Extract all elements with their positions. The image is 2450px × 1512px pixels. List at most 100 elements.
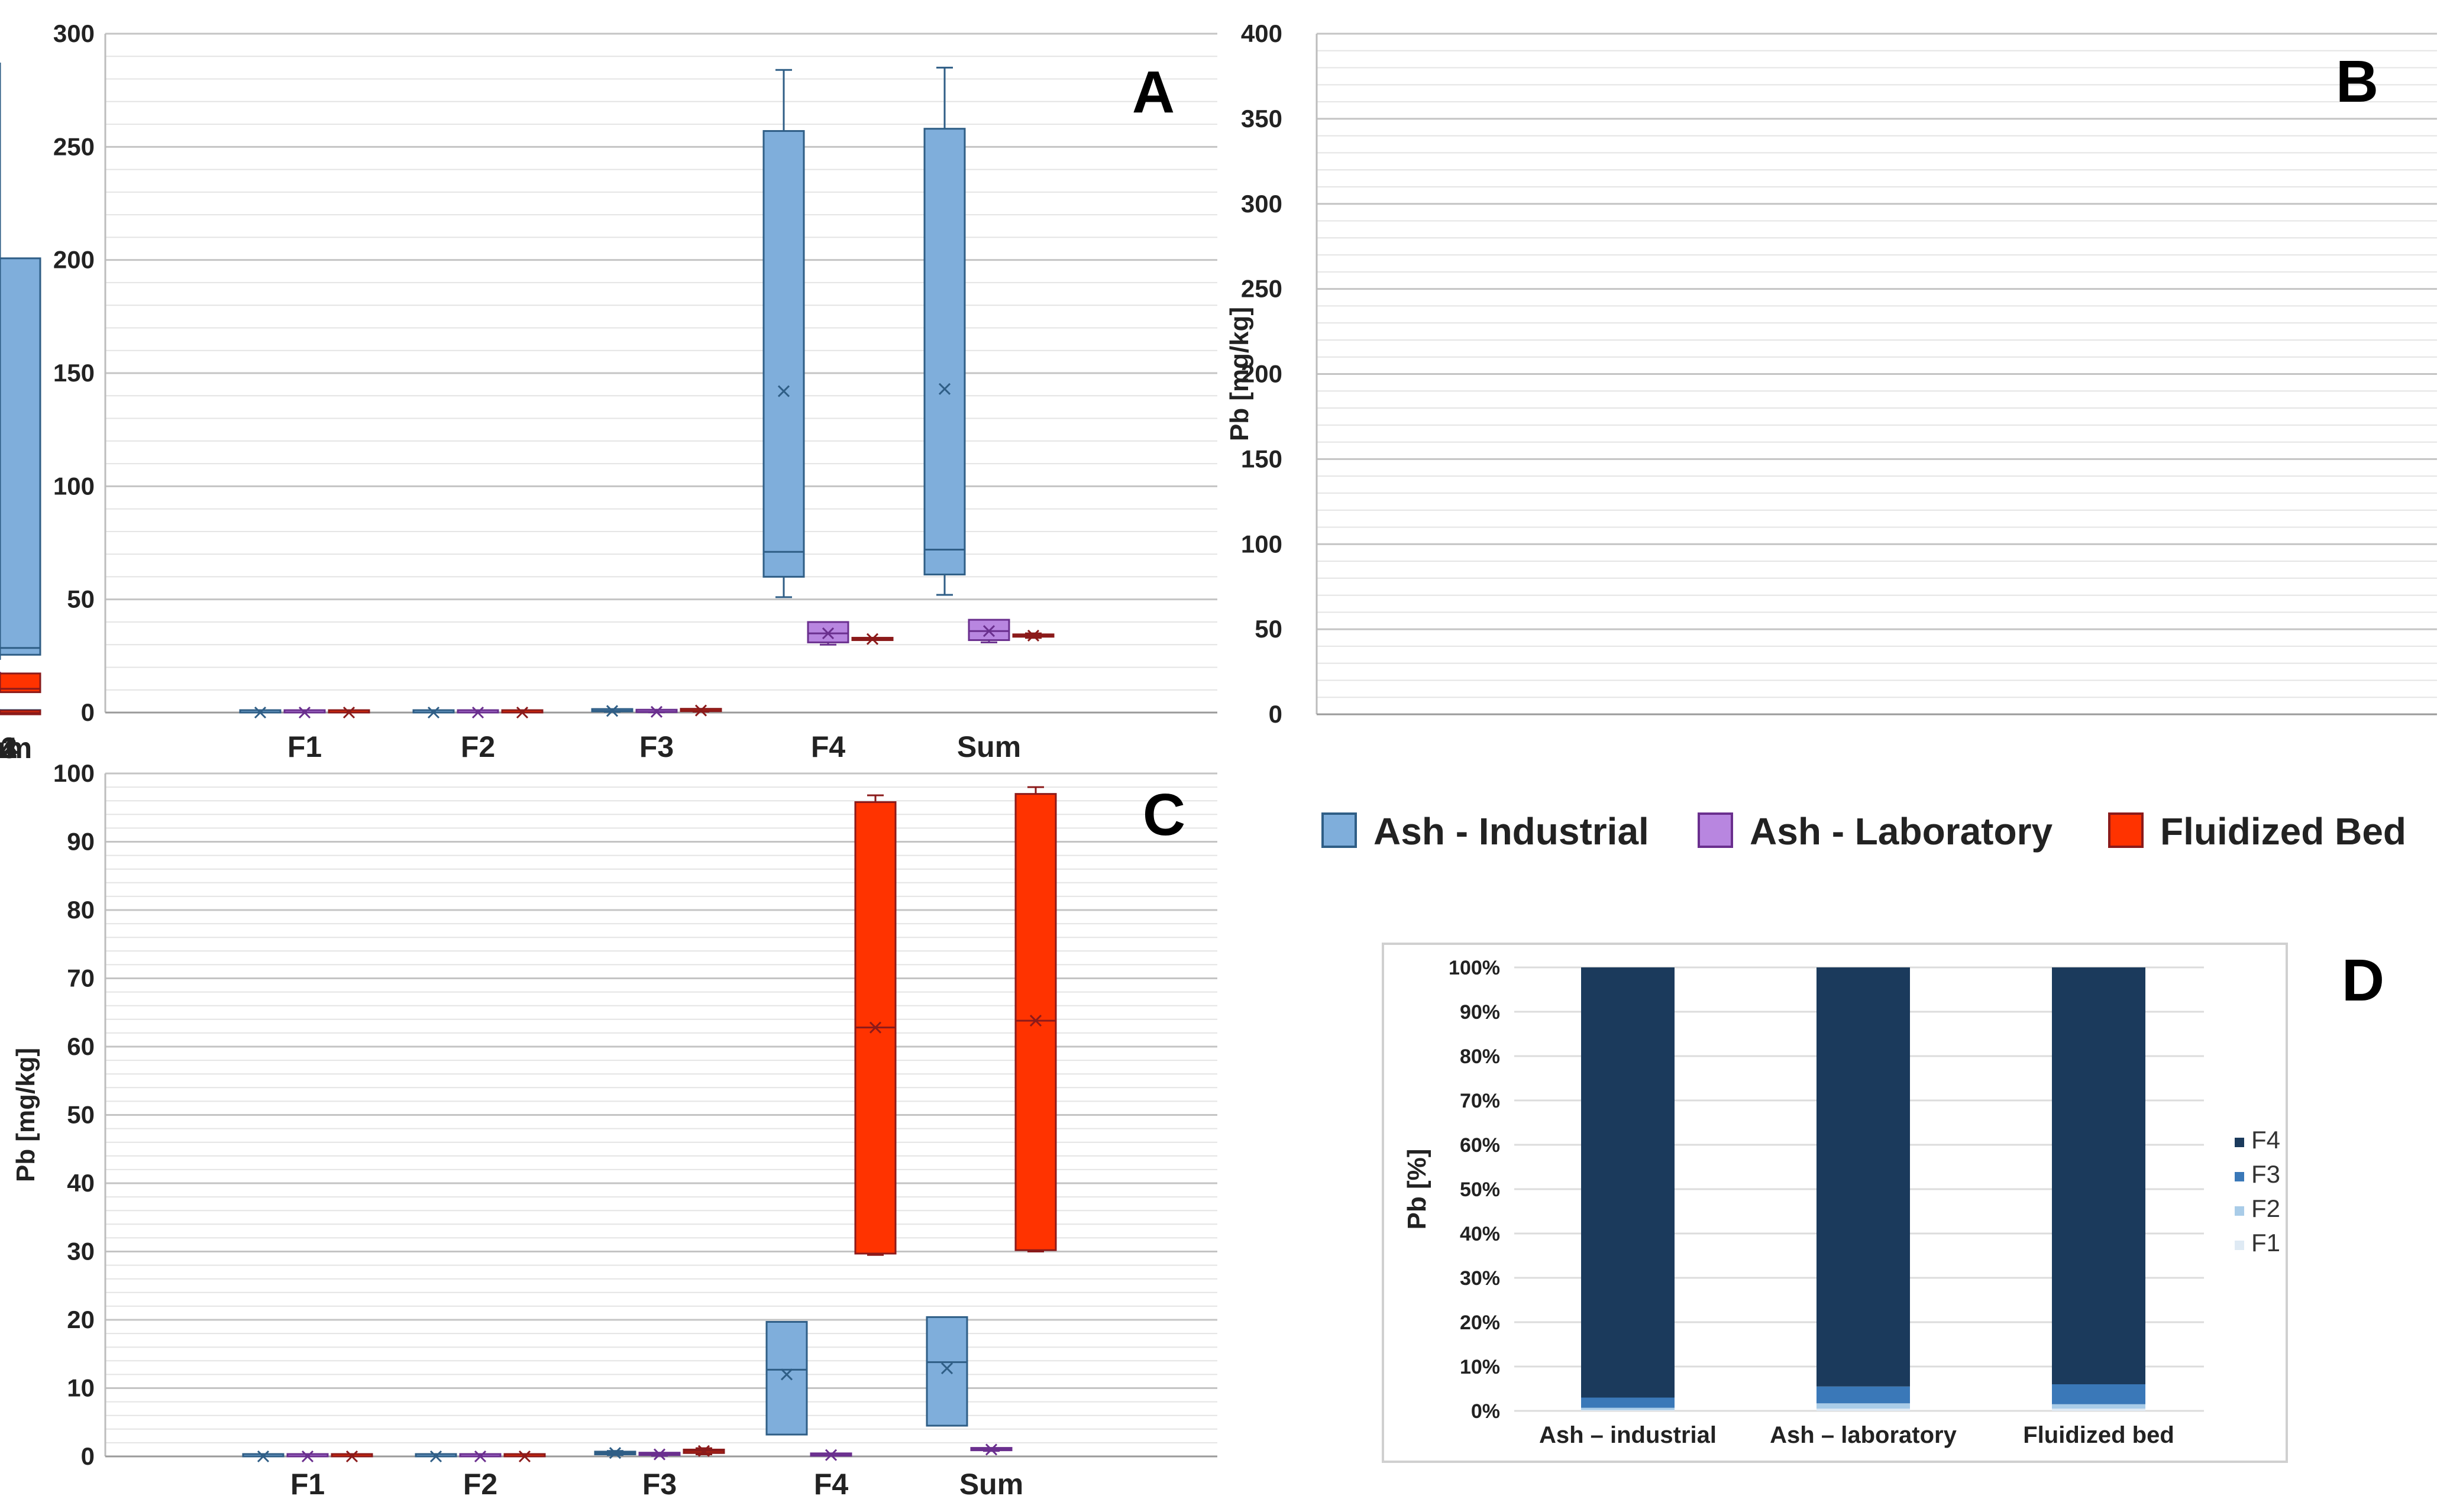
y-tick-label: 200 [1241,360,1282,388]
bar-segment-f3 [1581,1397,1675,1408]
y-axis-label: Pb [mg/kg] [1225,307,1254,441]
mean-marker [427,706,440,719]
y-tick-label: 40% [1460,1223,1500,1245]
y-tick-label: 300 [53,20,95,47]
mean-marker [1029,1015,1042,1027]
mean-marker [254,706,267,719]
legend-swatch-industrial [1321,812,1357,848]
mean-marker [780,1368,793,1381]
mean-marker [940,1362,954,1375]
legend-swatch-f2 [2235,1206,2244,1216]
x-category-label: F4 [814,1468,849,1501]
box-industrial-f3 [594,1447,636,1459]
box-industrial-sum [926,1316,968,1427]
y-tick-label: 0 [1269,700,1282,728]
y-tick-label: 100 [53,472,95,500]
legend-swatch-laboratory [1698,812,1733,848]
x-category-label: F4 [811,730,846,763]
y-tick-label: 20% [1460,1312,1500,1334]
y-tick-label: 350 [1241,105,1282,132]
mean-marker [609,1447,622,1459]
y-tick-label: 250 [53,132,95,160]
legend-swatch-f1 [2235,1241,2244,1250]
y-tick-label: 0% [1471,1400,1500,1423]
y-tick-label: 80% [1460,1045,1500,1068]
y-tick-label: 80 [67,896,95,924]
bar-segment-f4 [1581,967,1675,1398]
box-fluidized-f1 [328,706,370,719]
y-tick-label: 10 [67,1374,95,1402]
x-category-label: Sum [957,730,1021,763]
panel-d-stacked-bar: 0% 10% 20% 30% 40% 50% 60% 70% 80% 90% 100% Pb [%] D… [1382,943,2384,1463]
y-axis-label: Pb [%] [1402,1149,1431,1230]
x-category-label: F2 [0,731,17,765]
mean-marker [474,1450,487,1463]
x-category-label: F2 [463,1468,497,1501]
legend-swatch-fluidized [2108,812,2144,848]
mean-marker [982,625,995,637]
mean-marker [697,1445,710,1457]
mean-marker [342,706,355,719]
mean-marker [653,1448,666,1461]
y-tick-label: 90 [67,828,95,856]
y-tick-label: 50 [1255,615,1282,643]
mean-marker [471,706,484,719]
legend: Ash - Industrial Ash - Laboratory Fluidi… [1321,810,2406,853]
y-axis-label: Pb [mg/kg] [11,1048,40,1182]
mean-marker [298,706,311,719]
box-industrial-f2 [415,1450,457,1463]
y-tick-label: 30% [1460,1267,1500,1290]
box-industrial-f1 [239,706,282,719]
x-category-label: F1 [290,1468,325,1501]
bar-segment-f3 [1817,1386,1910,1404]
bar-segment-f1 [2052,1409,2145,1411]
box-industrial-f2 [412,706,455,719]
box-fluidized-f4 [854,794,897,1256]
panel-letter: C [1143,782,1185,848]
box-laboratory-f4 [807,621,849,646]
box-laboratory-f4 [810,1449,852,1461]
x-category-label: F1 [0,731,17,765]
y-tick-label: 10% [1460,1356,1500,1378]
x-category-label: F3 [642,1468,677,1501]
legend-label: F3 [2251,1160,2280,1188]
x-category-label: F3 [639,730,674,763]
box-laboratory-f3 [638,1448,681,1461]
box-iqr [926,1316,968,1427]
box-fluidized-f4 [851,633,894,645]
x-category-label: Ash – industrial [1539,1422,1717,1448]
box-laboratory-f2 [457,706,499,719]
panel-letter: D [2342,947,2384,1014]
mean-marker [866,633,879,645]
box-fluidized-f3 [0,711,41,714]
y-tick-label: 0 [81,1442,95,1470]
box-laboratory-f2 [459,1450,502,1463]
box-laboratory-f1 [283,706,326,719]
x-category-label: F4 [0,731,17,765]
y-tick-label: 40 [67,1169,95,1197]
y-tick-label: 100 [1241,530,1282,558]
box-iqr [765,1320,808,1436]
mean-marker [518,1450,531,1463]
mean-marker [1027,629,1040,642]
box-fluidized-f3 [683,1445,725,1457]
box-fluidized-sum [1012,629,1055,642]
bar-segment-f4 [1817,967,1910,1387]
x-category-label: F1 [287,730,322,763]
box-iqr [762,130,805,578]
panel-letter: B [2336,48,2378,115]
y-tick-label: 0 [81,698,95,726]
legend-label: F1 [2251,1229,2280,1257]
bar-segment-f1 [1817,1409,1910,1411]
box-industrial-f3 [591,705,633,717]
y-tick-label: 70 [67,964,95,992]
mean-marker [257,1450,270,1463]
legend-swatch-f3 [2235,1172,2244,1181]
y-tick-label: 70% [1460,1090,1500,1112]
bar-segment-f2 [1817,1403,1910,1409]
y-tick-label: 150 [53,359,95,387]
box-iqr [0,672,41,690]
